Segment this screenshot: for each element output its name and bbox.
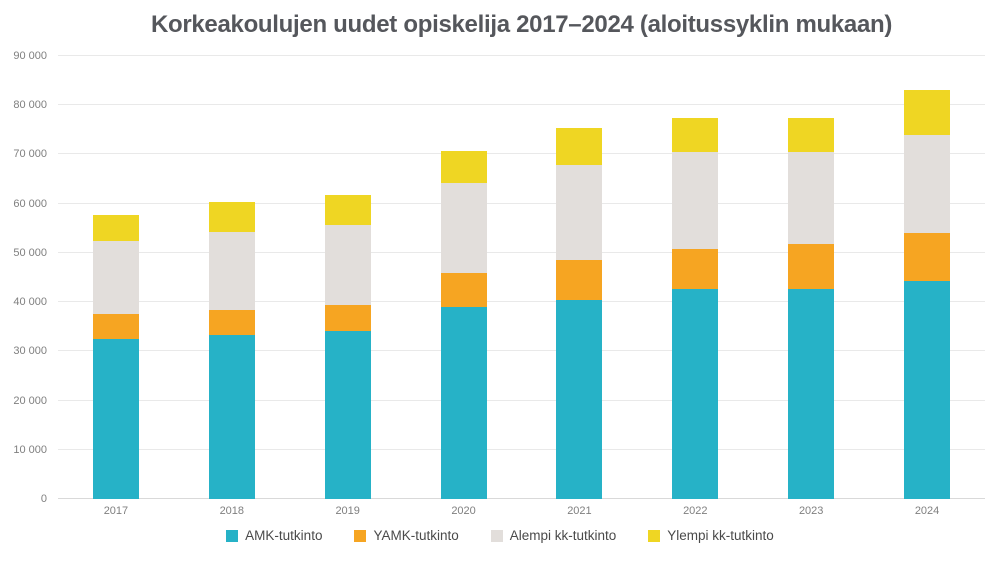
bar-segment-2022-amk-tutkinto[interactable]	[672, 289, 719, 499]
x-axis: 2017 2018 2019 2020 2021 2022 2023 2024	[58, 505, 985, 521]
legend-item-yamk-tutkinto: YAMK-tutkinto	[354, 528, 459, 543]
legend: AMK-tutkinto YAMK-tutkinto Alempi kk-tutki…	[0, 528, 1000, 543]
bar-2018	[208, 56, 255, 499]
bar-segment-2021-ylempi-kk-tutkinto[interactable]	[556, 127, 603, 166]
bar-segment-2024-alempi-kk-tutkinto[interactable]	[904, 134, 951, 234]
legend-swatch-icon	[490, 529, 503, 542]
gridline	[58, 350, 985, 352]
gridline	[58, 498, 985, 499]
x-tick-label-2024: 2024	[914, 505, 940, 517]
bar-segment-2019-alempi-kk-tutkinto[interactable]	[324, 224, 371, 305]
bar-segment-2023-yamk-tutkinto[interactable]	[788, 244, 835, 289]
y-axis: 0 10 000 20 000 30 000 40 000 50 000 60 000 70 …	[0, 50, 47, 505]
y-tick-label: 40 000	[13, 296, 47, 309]
y-tick-label: 30 000	[13, 345, 47, 358]
bar-segment-2020-ylempi-kk-tutkinto[interactable]	[440, 151, 487, 184]
bar-segment-2017-alempi-kk-tutkinto[interactable]	[92, 240, 139, 315]
bar-segment-2018-alempi-kk-tutkinto[interactable]	[208, 231, 255, 310]
bar-2021	[556, 56, 603, 499]
gridline	[58, 399, 985, 401]
y-tick-label: 50 000	[13, 246, 47, 259]
y-tick-label: 90 000	[13, 50, 47, 62]
x-tick-label-2017: 2017	[103, 505, 129, 517]
legend-swatch-icon	[354, 529, 367, 542]
bar-segment-2021-amk-tutkinto[interactable]	[556, 299, 603, 499]
bar-2022	[672, 56, 719, 499]
bar-segment-2023-amk-tutkinto[interactable]	[788, 288, 835, 499]
gridline	[58, 202, 985, 204]
x-tick-label-2019: 2019	[335, 505, 360, 517]
gridline	[58, 301, 985, 303]
legend-item-alempi-kk-tutkinto: Alempi kk-tutkinto	[490, 528, 617, 543]
bar-segment-2024-ylempi-kk-tutkinto[interactable]	[904, 89, 951, 135]
legend-swatch-icon	[648, 529, 661, 542]
legend-item-label: Alempi kk-tutkinto	[509, 528, 617, 543]
y-tick-label: 70 000	[13, 148, 47, 161]
y-tick-label: 60 000	[13, 197, 47, 210]
bar-segment-2024-yamk-tutkinto[interactable]	[904, 233, 951, 282]
legend-item-amk-tutkinto: AMK-tutkinto	[226, 528, 322, 543]
x-tick-label-2020: 2020	[451, 505, 476, 517]
bar-segment-2017-amk-tutkinto[interactable]	[92, 339, 139, 499]
bar-2019	[324, 56, 371, 499]
bar-segment-2019-ylempi-kk-tutkinto[interactable]	[324, 195, 371, 225]
bar-2017	[92, 56, 139, 499]
bar-segment-2023-ylempi-kk-tutkinto[interactable]	[788, 117, 835, 153]
bar-segment-2017-yamk-tutkinto[interactable]	[92, 314, 139, 340]
bar-segment-2021-yamk-tutkinto[interactable]	[556, 260, 603, 300]
gridline	[58, 251, 985, 253]
bar-segment-2017-ylempi-kk-tutkinto[interactable]	[92, 214, 139, 241]
y-tick-label: 80 000	[13, 99, 47, 112]
gridline	[58, 448, 985, 450]
x-tick-label-2023: 2023	[798, 505, 824, 517]
bar-segment-2023-alempi-kk-tutkinto[interactable]	[788, 152, 835, 245]
x-tick-label-2021: 2021	[567, 505, 592, 517]
y-tick-label: 0	[40, 493, 47, 505]
y-tick-label: 10 000	[13, 443, 47, 456]
bar-segment-2018-ylempi-kk-tutkinto[interactable]	[208, 202, 255, 232]
bar-2023	[788, 56, 835, 499]
legend-item-label: YAMK-tutkinto	[373, 528, 459, 543]
bar-segment-2022-ylempi-kk-tutkinto[interactable]	[672, 118, 719, 153]
bar-segment-2022-yamk-tutkinto[interactable]	[672, 249, 719, 290]
bar-segment-2018-amk-tutkinto[interactable]	[208, 335, 255, 499]
y-tick-label: 20 000	[13, 394, 47, 407]
bar-segment-2018-yamk-tutkinto[interactable]	[208, 309, 255, 336]
x-tick-label-2018: 2018	[219, 505, 245, 517]
legend-item-label: Ylempi kk-tutkinto	[667, 528, 774, 543]
bar-segment-2019-amk-tutkinto[interactable]	[324, 330, 371, 499]
bar-segment-2019-yamk-tutkinto[interactable]	[324, 304, 371, 331]
bar-segment-2024-amk-tutkinto[interactable]	[904, 281, 951, 499]
plot-area	[58, 55, 985, 499]
bar-segment-2020-amk-tutkinto[interactable]	[440, 307, 487, 499]
legend-item-ylempi-kk-tutkinto: Ylempi kk-tutkinto	[648, 528, 774, 543]
bar-2020	[440, 56, 487, 499]
chart-title: Korkeakoulujen uudet opiskelija 2017–202…	[150, 11, 893, 38]
bar-segment-2020-yamk-tutkinto[interactable]	[440, 273, 487, 308]
x-tick-label-2022: 2022	[683, 505, 708, 517]
bar-segment-2022-alempi-kk-tutkinto[interactable]	[672, 152, 719, 250]
gridline	[58, 104, 985, 106]
bar-segment-2021-alempi-kk-tutkinto[interactable]	[556, 165, 603, 261]
gridline	[58, 55, 985, 56]
legend-item-label: AMK-tutkinto	[245, 528, 323, 543]
bar-2024	[904, 56, 951, 499]
gridline	[58, 153, 985, 155]
legend-swatch-icon	[226, 529, 239, 542]
bar-segment-2020-alempi-kk-tutkinto[interactable]	[440, 183, 487, 274]
